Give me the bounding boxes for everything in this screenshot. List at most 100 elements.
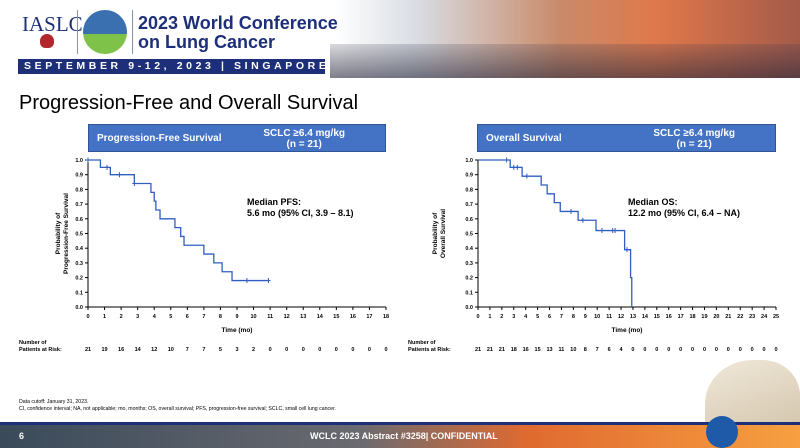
y-tick-label: 0.4 [75, 246, 84, 252]
at-risk-label: Patients at Risk: [408, 347, 451, 353]
median-label: Median OS: [628, 197, 678, 207]
os-header-box: Overall Survival SCLC ≥6.4 mg/kg (n = 21) [477, 124, 776, 152]
at-risk-count: 4 [620, 347, 624, 353]
y-tick-label: 0.5 [465, 232, 473, 238]
at-risk-label: Patients at Risk: [19, 347, 62, 353]
x-tick-label: 23 [749, 314, 755, 320]
x-tick-label: 13 [300, 314, 306, 320]
x-tick-label: 6 [186, 314, 189, 320]
at-risk-count: 7 [202, 347, 205, 353]
x-tick-label: 9 [235, 314, 238, 320]
x-tick-label: 7 [560, 314, 563, 320]
at-risk-count: 5 [219, 347, 222, 353]
at-risk-count: 0 [318, 347, 321, 353]
cohort-n: (n = 21) [676, 139, 712, 150]
y-tick-label: 0.1 [465, 290, 473, 296]
y-tick-label: 0.3 [465, 261, 473, 267]
x-tick-label: 12 [618, 314, 624, 320]
x-tick-label: 25 [773, 314, 779, 320]
censor-mark [524, 173, 529, 179]
x-tick-label: 7 [202, 314, 205, 320]
y-tick-label: 0.4 [465, 246, 474, 252]
x-tick-label: 14 [317, 314, 324, 320]
x-tick-label: 0 [86, 314, 89, 320]
x-tick-label: 11 [267, 314, 273, 320]
at-risk-count: 15 [535, 347, 541, 353]
iaslc-logo: IASLC [22, 12, 83, 36]
x-tick-label: 19 [701, 314, 707, 320]
y-axis-label-line: Overall Survival [440, 209, 447, 258]
y-tick-label: 0.0 [465, 305, 473, 311]
at-risk-count: 21 [487, 347, 493, 353]
at-risk-count: 0 [631, 347, 634, 353]
footer-text: WCLC 2023 Abstract #3258| CONFIDENTIAL [310, 431, 498, 441]
x-tick-label: 24 [761, 314, 768, 320]
median-label: Median PFS: [247, 197, 301, 207]
y-tick-label: 0.8 [465, 187, 473, 193]
at-risk-count: 11 [559, 347, 565, 353]
conference-banner: IASLC 2023 World Conference on Lung Canc… [0, 0, 800, 78]
y-axis-label-line: Progression-Free Survival [63, 193, 70, 274]
at-risk-count: 16 [118, 347, 124, 353]
at-risk-count: 6 [608, 347, 611, 353]
at-risk-count: 0 [302, 347, 305, 353]
x-tick-label: 12 [284, 314, 290, 320]
x-tick-label: 2 [500, 314, 503, 320]
lung-icon [40, 34, 54, 48]
x-tick-label: 14 [642, 314, 649, 320]
y-tick-label: 1.0 [75, 158, 83, 164]
box-label: Overall Survival [486, 133, 562, 144]
y-tick-label: 0.3 [75, 261, 83, 267]
censor-mark [105, 164, 110, 170]
at-risk-count: 0 [727, 347, 730, 353]
at-risk-count: 0 [667, 347, 670, 353]
y-axis-label: Probability ofProgression-Free Survival [55, 193, 70, 274]
censor-mark [613, 228, 618, 234]
at-risk-count: 0 [269, 347, 272, 353]
censor-mark [511, 164, 516, 170]
y-tick-label: 1.0 [465, 158, 473, 164]
cohort-label: SCLC ≥6.4 mg/kg (n = 21) [263, 128, 345, 150]
x-tick-label: 2 [120, 314, 123, 320]
at-risk-count: 8 [584, 347, 587, 353]
at-risk-count: 0 [655, 347, 658, 353]
at-risk-count: 19 [101, 347, 107, 353]
date-location-bar: SEPTEMBER 9-12, 2023 | SINGAPORE [18, 59, 326, 74]
x-tick-label: 22 [737, 314, 743, 320]
censor-mark [515, 164, 520, 170]
at-risk-count: 0 [679, 347, 682, 353]
at-risk-count: 16 [523, 347, 529, 353]
at-risk-count: 21 [499, 347, 505, 353]
survival-curve [88, 159, 269, 282]
censor-mark [625, 247, 629, 253]
x-tick-label: 18 [383, 314, 389, 320]
cohort-dose: SCLC ≥6.4 mg/kg [263, 128, 345, 139]
x-tick-label: 1 [103, 314, 106, 320]
y-tick-label: 0.5 [75, 232, 83, 238]
x-tick-label: 4 [524, 314, 528, 320]
at-risk-count: 18 [511, 347, 517, 353]
at-risk-count: 0 [643, 347, 646, 353]
at-risk-count: 13 [546, 347, 552, 353]
censor-mark [117, 172, 122, 178]
y-tick-label: 0.6 [75, 217, 83, 223]
cohort-label: SCLC ≥6.4 mg/kg (n = 21) [653, 128, 735, 150]
y-tick-label: 0.2 [465, 276, 473, 282]
censor-mark [504, 157, 509, 163]
divider [132, 10, 133, 54]
x-axis-label: Time (mo) [612, 327, 643, 334]
at-risk-count: 0 [739, 347, 742, 353]
at-risk-count: 0 [703, 347, 706, 353]
survival-curve [478, 159, 633, 307]
at-risk-count: 0 [715, 347, 718, 353]
y-axis-label-line: Probability of [432, 212, 439, 254]
x-tick-label: 16 [666, 314, 672, 320]
x-tick-label: 3 [136, 314, 139, 320]
y-axis-label: Probability ofOverall Survival [432, 209, 447, 258]
at-risk-count: 0 [285, 347, 288, 353]
censor-mark [580, 217, 585, 223]
at-risk-count: 7 [186, 347, 189, 353]
x-tick-label: 17 [678, 314, 684, 320]
x-tick-label: 3 [512, 314, 515, 320]
y-tick-label: 0.7 [465, 202, 473, 208]
